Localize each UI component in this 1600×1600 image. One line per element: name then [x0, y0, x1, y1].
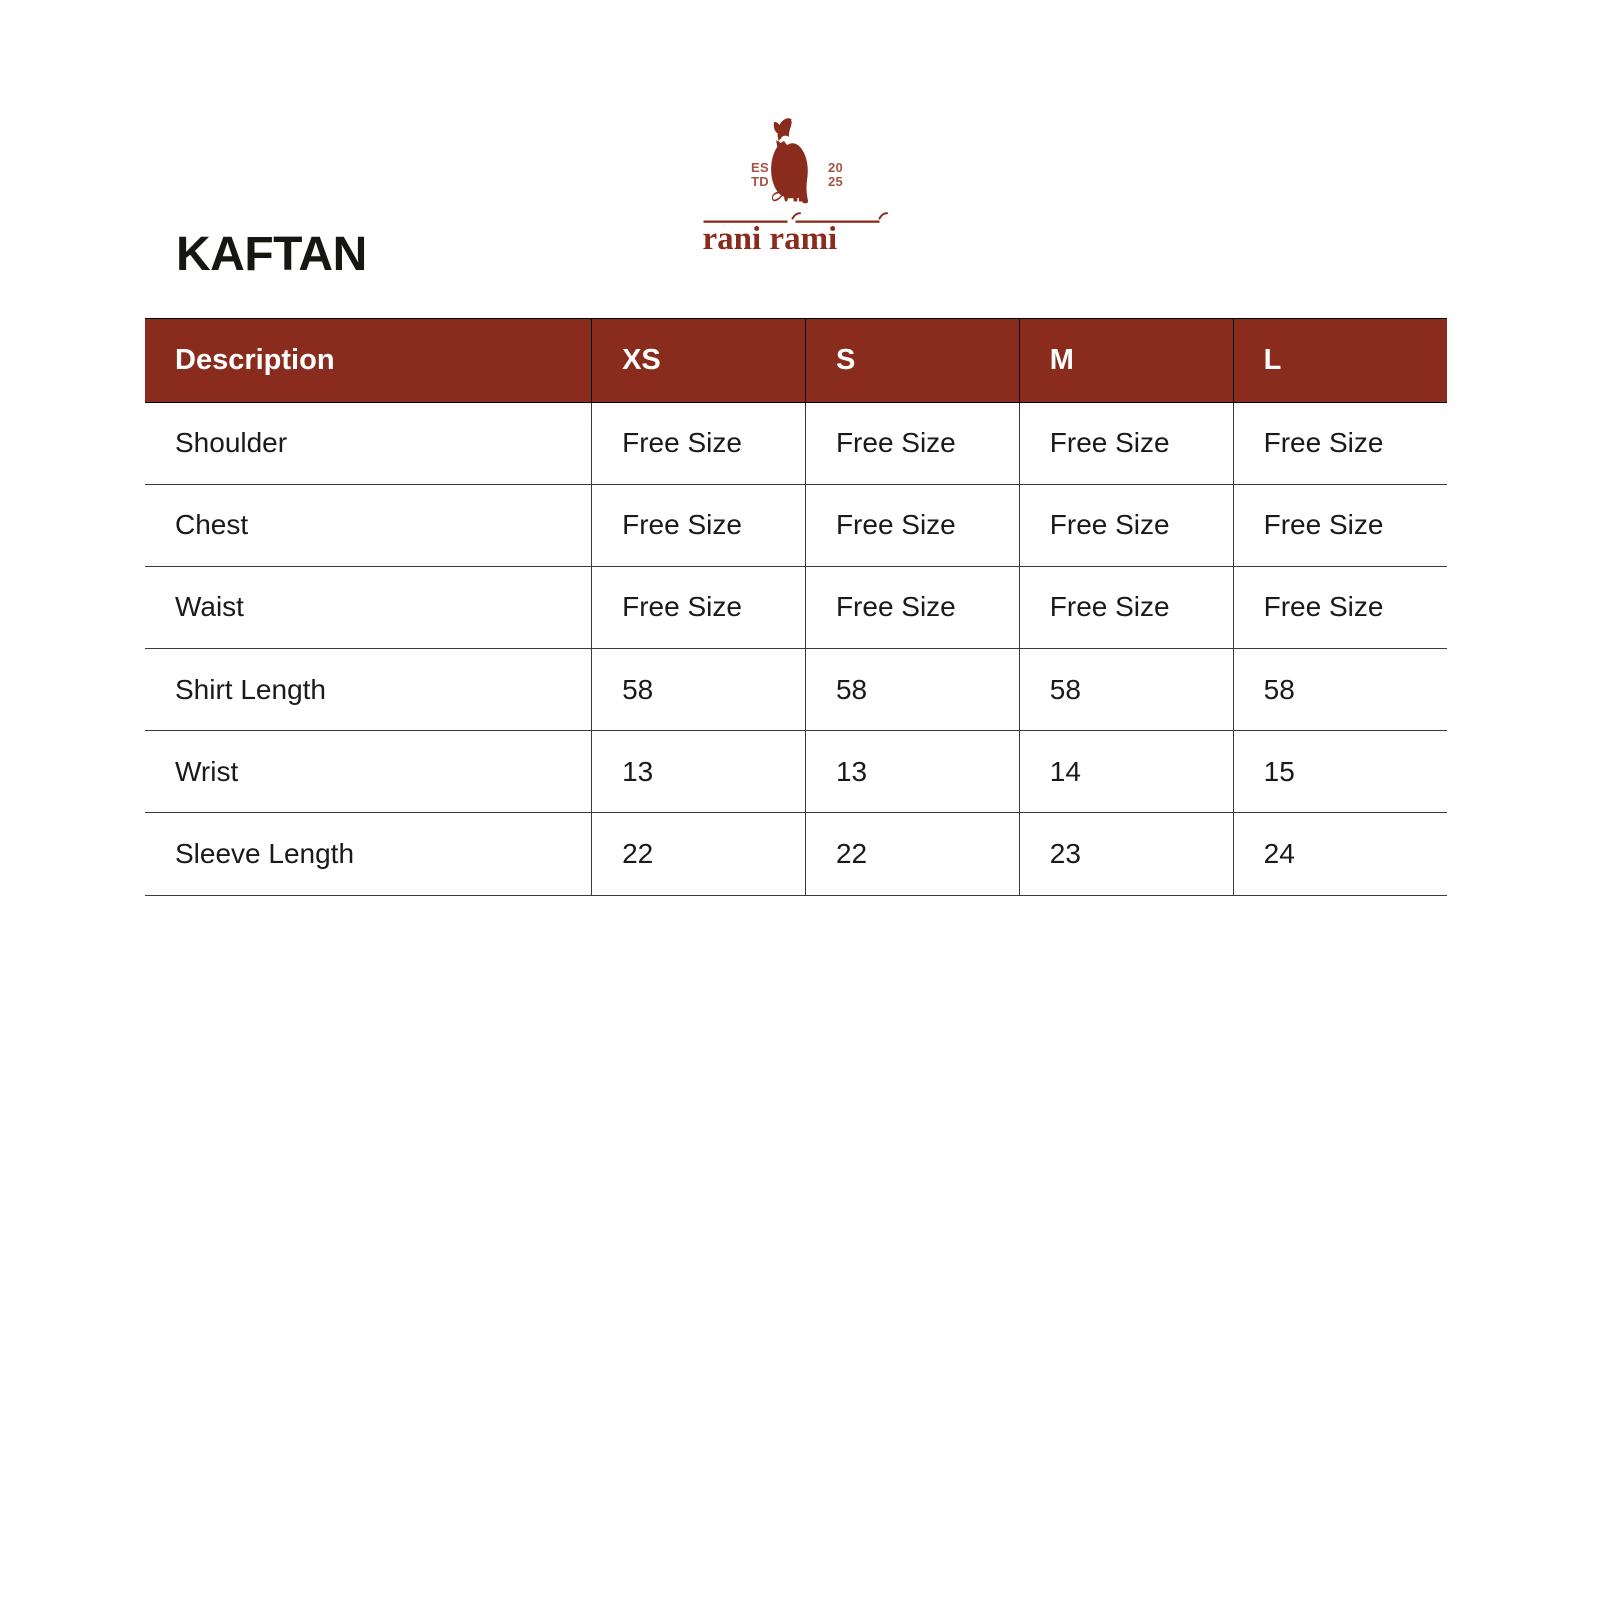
- svg-text:rani rami: rani rami: [703, 221, 838, 254]
